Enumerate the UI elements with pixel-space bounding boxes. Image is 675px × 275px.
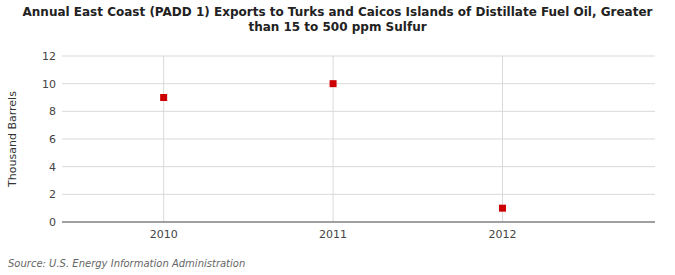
- title-line: Annual East Coast (PADD 1) Exports to Tu…: [23, 5, 653, 19]
- x-tick-label: 2011: [319, 228, 347, 241]
- grid: [62, 56, 655, 222]
- y-tick-label: 6: [49, 133, 56, 146]
- y-tick-label: 2: [49, 188, 56, 201]
- y-grid-line: [62, 56, 655, 57]
- axes: 0 2 4 6 8 10 12 2010 2011 2012: [42, 50, 655, 241]
- y-tick-label: 10: [42, 78, 56, 91]
- chart: Annual East Coast (PADD 1) Exports to Tu…: [0, 0, 675, 275]
- title-line: than 15 to 500 ppm Sulfur: [248, 20, 426, 34]
- x-tick-label: 2010: [150, 228, 178, 241]
- y-grid-line: [62, 166, 655, 167]
- y-tick-label: 12: [42, 50, 56, 63]
- y-axis-label: Thousand Barrels: [6, 91, 19, 188]
- points: [160, 80, 506, 212]
- point: [499, 205, 506, 212]
- y-tick-label: 4: [49, 161, 56, 174]
- x-grid-line: [502, 56, 503, 222]
- y-grid-line: [62, 222, 655, 223]
- x-tick-label: 2012: [489, 228, 517, 241]
- source-note: Source: U.S. Energy Information Administ…: [8, 258, 245, 269]
- y-tick-label: 0: [49, 216, 56, 229]
- x-grid-line: [163, 56, 164, 222]
- x-axis-line: [62, 222, 655, 223]
- y-grid-line: [62, 194, 655, 195]
- point: [160, 94, 167, 101]
- y-grid-line: [62, 111, 655, 112]
- title: Annual East Coast (PADD 1) Exports to Tu…: [23, 5, 653, 34]
- point: [330, 80, 337, 87]
- y-tick-label: 8: [49, 105, 56, 118]
- y-grid-line: [62, 139, 655, 140]
- y-grid-line: [62, 83, 655, 84]
